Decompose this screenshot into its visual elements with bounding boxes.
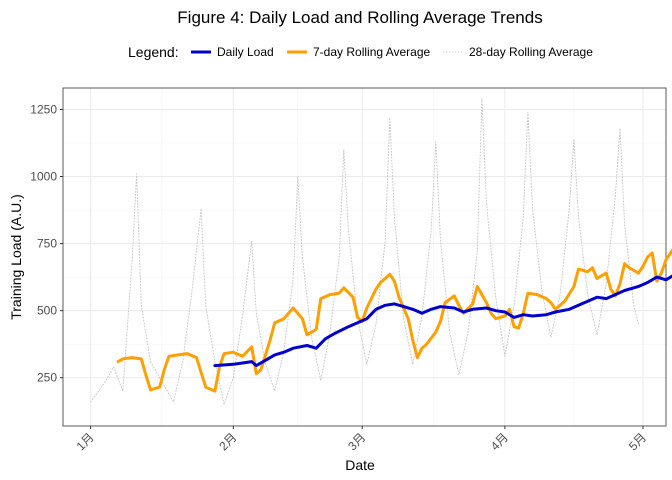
x-tick-label: 5月 [626,430,649,453]
chart-title: Figure 4: Daily Load and Rolling Average… [177,8,542,27]
series-line-daily [213,274,672,368]
y-tick-label: 1000 [30,170,57,184]
x-tick-label: 4月 [488,430,511,453]
plot-border [62,87,667,427]
y-tick-label: 250 [37,371,57,385]
y-tick-label: 500 [37,304,57,318]
x-axis: 1月 2月 3月 4月 5月 [74,426,649,453]
legend-entry-rolling7: 7-day Rolling Average [287,45,431,59]
legend-label-rolling28: 28-day Rolling Average [469,45,593,59]
plot-panel [63,88,666,426]
x-axis-title: Date [345,457,375,473]
series-layer [90,98,672,405]
x-tick-label: 3月 [345,430,368,453]
legend: Legend: Daily Load 7-day Rolling Average… [128,44,593,60]
y-axis: 250 500 750 1000 1250 [30,102,63,385]
legend-label-daily: Daily Load [217,45,274,59]
x-tick-label: 2月 [216,430,239,453]
y-tick-label: 1250 [30,102,57,116]
series-line-rolling28 [90,98,639,405]
legend-entry-daily: Daily Load [191,45,274,59]
legend-title: Legend: [128,44,179,60]
legend-label-rolling7: 7-day Rolling Average [313,45,431,59]
legend-entry-rolling28: 28-day Rolling Average [443,45,593,59]
y-tick-label: 750 [37,237,57,251]
y-axis-title: Training Load (A.U.) [8,194,24,320]
x-tick-label: 1月 [74,430,97,453]
